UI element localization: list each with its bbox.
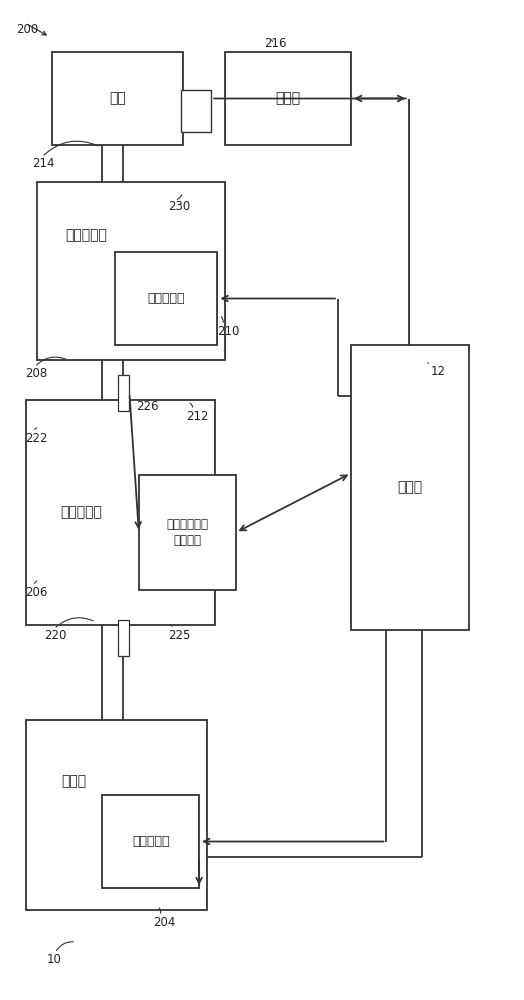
Text: 230: 230 [168,200,190,213]
Text: 自动变速器: 自动变速器 [66,228,107,242]
Text: 204: 204 [153,916,176,929]
Bar [181,90,211,132]
Bar [26,720,207,910]
Bar [118,375,129,411]
Text: 扭矩致动器: 扭矩致动器 [132,835,169,848]
Text: 208: 208 [25,367,47,380]
Bar [102,795,199,888]
Bar [351,345,469,630]
Text: 10: 10 [47,953,62,966]
Text: 220: 220 [45,629,67,642]
Text: 控制器: 控制器 [398,481,422,494]
Text: 12: 12 [431,365,446,378]
Text: 车轮: 车轮 [110,92,126,105]
Bar [37,182,225,360]
Text: 212: 212 [186,410,209,423]
Text: 制动器: 制动器 [276,92,301,105]
Bar [139,475,236,590]
Text: 液力变矩器: 液力变矩器 [60,506,102,520]
Bar [52,52,183,145]
Text: 206: 206 [25,586,48,599]
Bar [115,252,217,345]
Bar [118,620,129,656]
Text: 226: 226 [136,400,159,413]
Bar [225,52,351,145]
Text: 前进离合器: 前进离合器 [148,292,185,305]
Text: 214: 214 [32,157,55,170]
Text: 216: 216 [265,37,287,50]
Text: 210: 210 [217,325,240,338]
Text: 液力变矩器锁
止离合器: 液力变矩器锁 止离合器 [166,519,209,546]
Text: 200: 200 [16,23,38,36]
Text: 发动机: 发动机 [61,774,86,788]
Text: 225: 225 [168,629,190,642]
Bar [26,400,215,625]
Text: 222: 222 [25,432,48,445]
